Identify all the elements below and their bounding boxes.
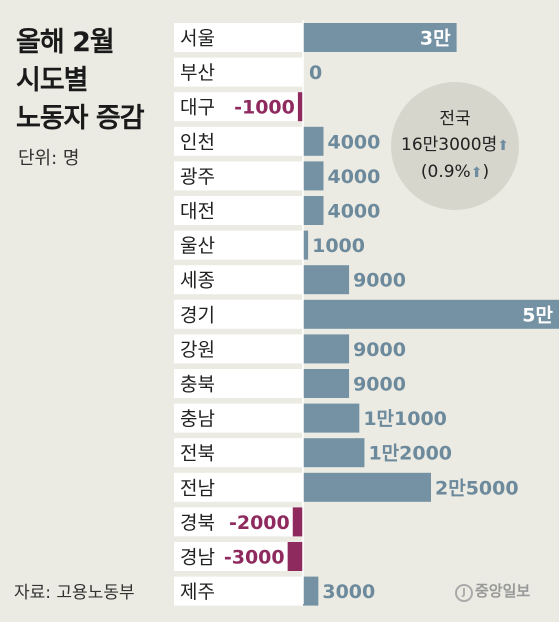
data-label: 1만1000 <box>363 408 447 430</box>
data-label: 0 <box>309 62 322 84</box>
data-label: 4000 <box>327 166 380 188</box>
bar <box>303 230 309 260</box>
chart-title: 올해 2월 시도별 노동자 증감 <box>16 24 145 138</box>
source-note: 자료: 고용노동부 <box>14 583 135 603</box>
category-label-box <box>174 126 303 156</box>
bar <box>303 299 559 329</box>
bar <box>303 472 431 502</box>
data-label: 9000 <box>353 374 406 396</box>
data-label: -1000 <box>234 97 295 119</box>
bar <box>303 196 324 225</box>
category-label: 대구 <box>180 97 215 119</box>
category-label-box <box>174 438 303 468</box>
category-label: 서울 <box>180 28 215 50</box>
category-label-box <box>174 196 303 225</box>
data-label: 4000 <box>327 131 380 153</box>
publisher-logo: J 중앙일보 <box>455 580 530 602</box>
logo-text: 중앙일보 <box>475 582 531 600</box>
category-label: 경기 <box>180 304 215 326</box>
bar <box>303 265 350 295</box>
category-label: 전남 <box>180 477 215 499</box>
data-label: 3만 <box>420 28 451 50</box>
category-label-box <box>174 265 303 295</box>
bar <box>303 126 324 156</box>
category-label: 부산 <box>180 62 215 84</box>
up-arrow-icon: ⬆ <box>470 165 483 181</box>
data-label: 2만5000 <box>435 477 519 499</box>
category-label-box <box>174 542 303 571</box>
bar <box>303 23 457 52</box>
title-line: 올해 2월 <box>16 27 115 58</box>
data-label: 9000 <box>353 270 406 292</box>
category-label-box <box>174 299 303 329</box>
unit-label: 단위: 명 <box>18 148 80 169</box>
data-label: 1000 <box>312 235 365 257</box>
category-label: 강원 <box>180 339 215 361</box>
data-label: -2000 <box>229 512 290 534</box>
national-total-badge: 전국 16만3000명⬆ (0.9%⬆) <box>391 82 519 210</box>
national-label: 전국 <box>439 109 471 129</box>
up-arrow-icon: ⬆ <box>497 138 509 154</box>
bar <box>292 507 303 537</box>
category-label-box <box>174 161 303 191</box>
category-label: 충북 <box>180 374 215 396</box>
bar <box>303 161 324 191</box>
category-label: 충남 <box>180 408 215 430</box>
category-label: 전북 <box>180 443 215 465</box>
data-label: 1만2000 <box>368 443 452 465</box>
category-label-box <box>174 369 303 398</box>
category-label: 경남 <box>180 547 215 569</box>
bar <box>303 403 360 433</box>
data-label: 3000 <box>322 581 375 603</box>
category-label-box <box>174 230 303 260</box>
bar <box>303 369 350 398</box>
category-label: 광주 <box>180 166 215 188</box>
bar <box>287 542 303 571</box>
category-label: 대전 <box>180 201 215 223</box>
category-label: 세종 <box>180 270 215 292</box>
category-label-box <box>174 334 303 364</box>
bar <box>303 334 350 364</box>
category-label-box <box>174 403 303 433</box>
title-line: 시도별 <box>16 65 89 96</box>
category-label-box <box>174 507 303 537</box>
category-label: 울산 <box>180 235 215 257</box>
data-label: 5만 <box>522 304 553 326</box>
category-label-box <box>174 472 303 502</box>
bar <box>303 576 319 606</box>
category-label: 인천 <box>180 131 215 153</box>
national-pct: (0.9% <box>420 162 471 182</box>
data-label: 4000 <box>327 201 380 223</box>
bar <box>297 92 303 122</box>
national-value: 16만3000명 <box>401 135 498 155</box>
category-label-box <box>174 92 303 122</box>
title-line: 노동자 증감 <box>16 103 145 134</box>
category-label-box <box>174 57 303 87</box>
data-label: -3000 <box>224 547 285 569</box>
copyright-icon: J <box>455 584 473 602</box>
category-label-box <box>174 23 303 52</box>
category-label: 제주 <box>180 581 215 603</box>
category-label-box <box>174 576 303 606</box>
data-label: 9000 <box>353 339 406 361</box>
bar <box>303 438 365 468</box>
category-label: 경북 <box>180 512 215 534</box>
